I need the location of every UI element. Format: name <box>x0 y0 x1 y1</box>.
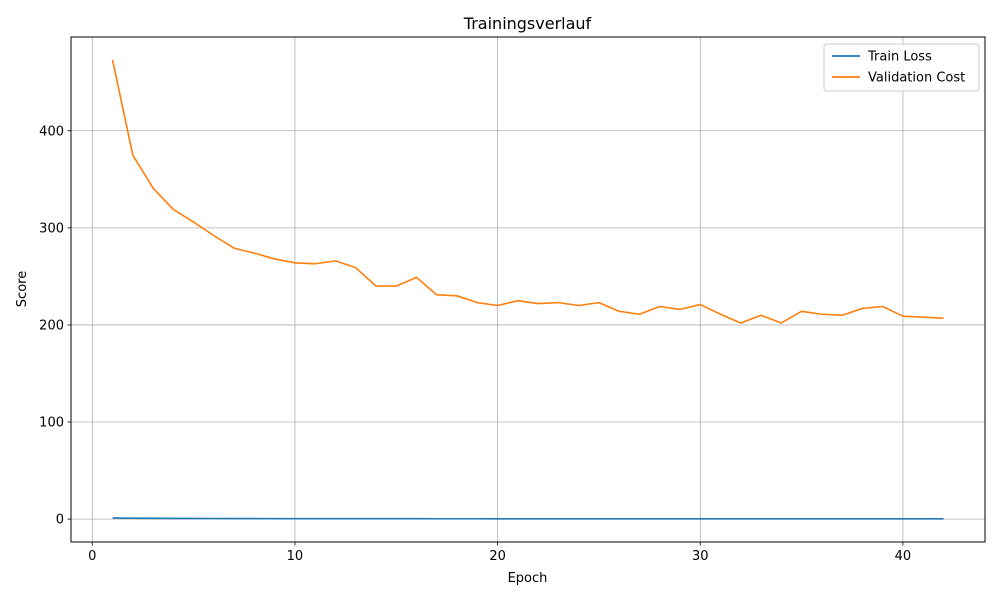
grid-lines <box>71 37 985 542</box>
x-tick-label: 10 <box>287 549 304 564</box>
x-tick-label: 20 <box>489 549 506 564</box>
y-tick-label: 400 <box>39 124 64 139</box>
x-tick-label: 0 <box>88 549 96 564</box>
y-tick-label: 100 <box>39 416 64 431</box>
series-lines <box>111 59 944 520</box>
x-axis-title: Epoch <box>508 571 548 586</box>
y-tick-label: 200 <box>39 318 64 333</box>
legend-label-validation-cost: Validation Cost <box>868 71 965 86</box>
legend-box <box>823 43 980 92</box>
x-tick-label: 30 <box>692 549 709 564</box>
series-line-validation-cost <box>111 59 944 324</box>
x-tick-label: 40 <box>895 549 912 564</box>
series-line-train-loss <box>112 517 944 520</box>
legend-label-train-loss: Train Loss <box>867 50 932 65</box>
y-axis-title: Score <box>15 271 30 307</box>
y-tick-label: 0 <box>56 513 64 528</box>
plot-frame <box>70 36 986 543</box>
y-tick-label: 300 <box>39 221 64 236</box>
legend: Train Loss Validation Cost <box>823 43 980 92</box>
chart-title: Trainingsverlauf <box>463 14 592 33</box>
